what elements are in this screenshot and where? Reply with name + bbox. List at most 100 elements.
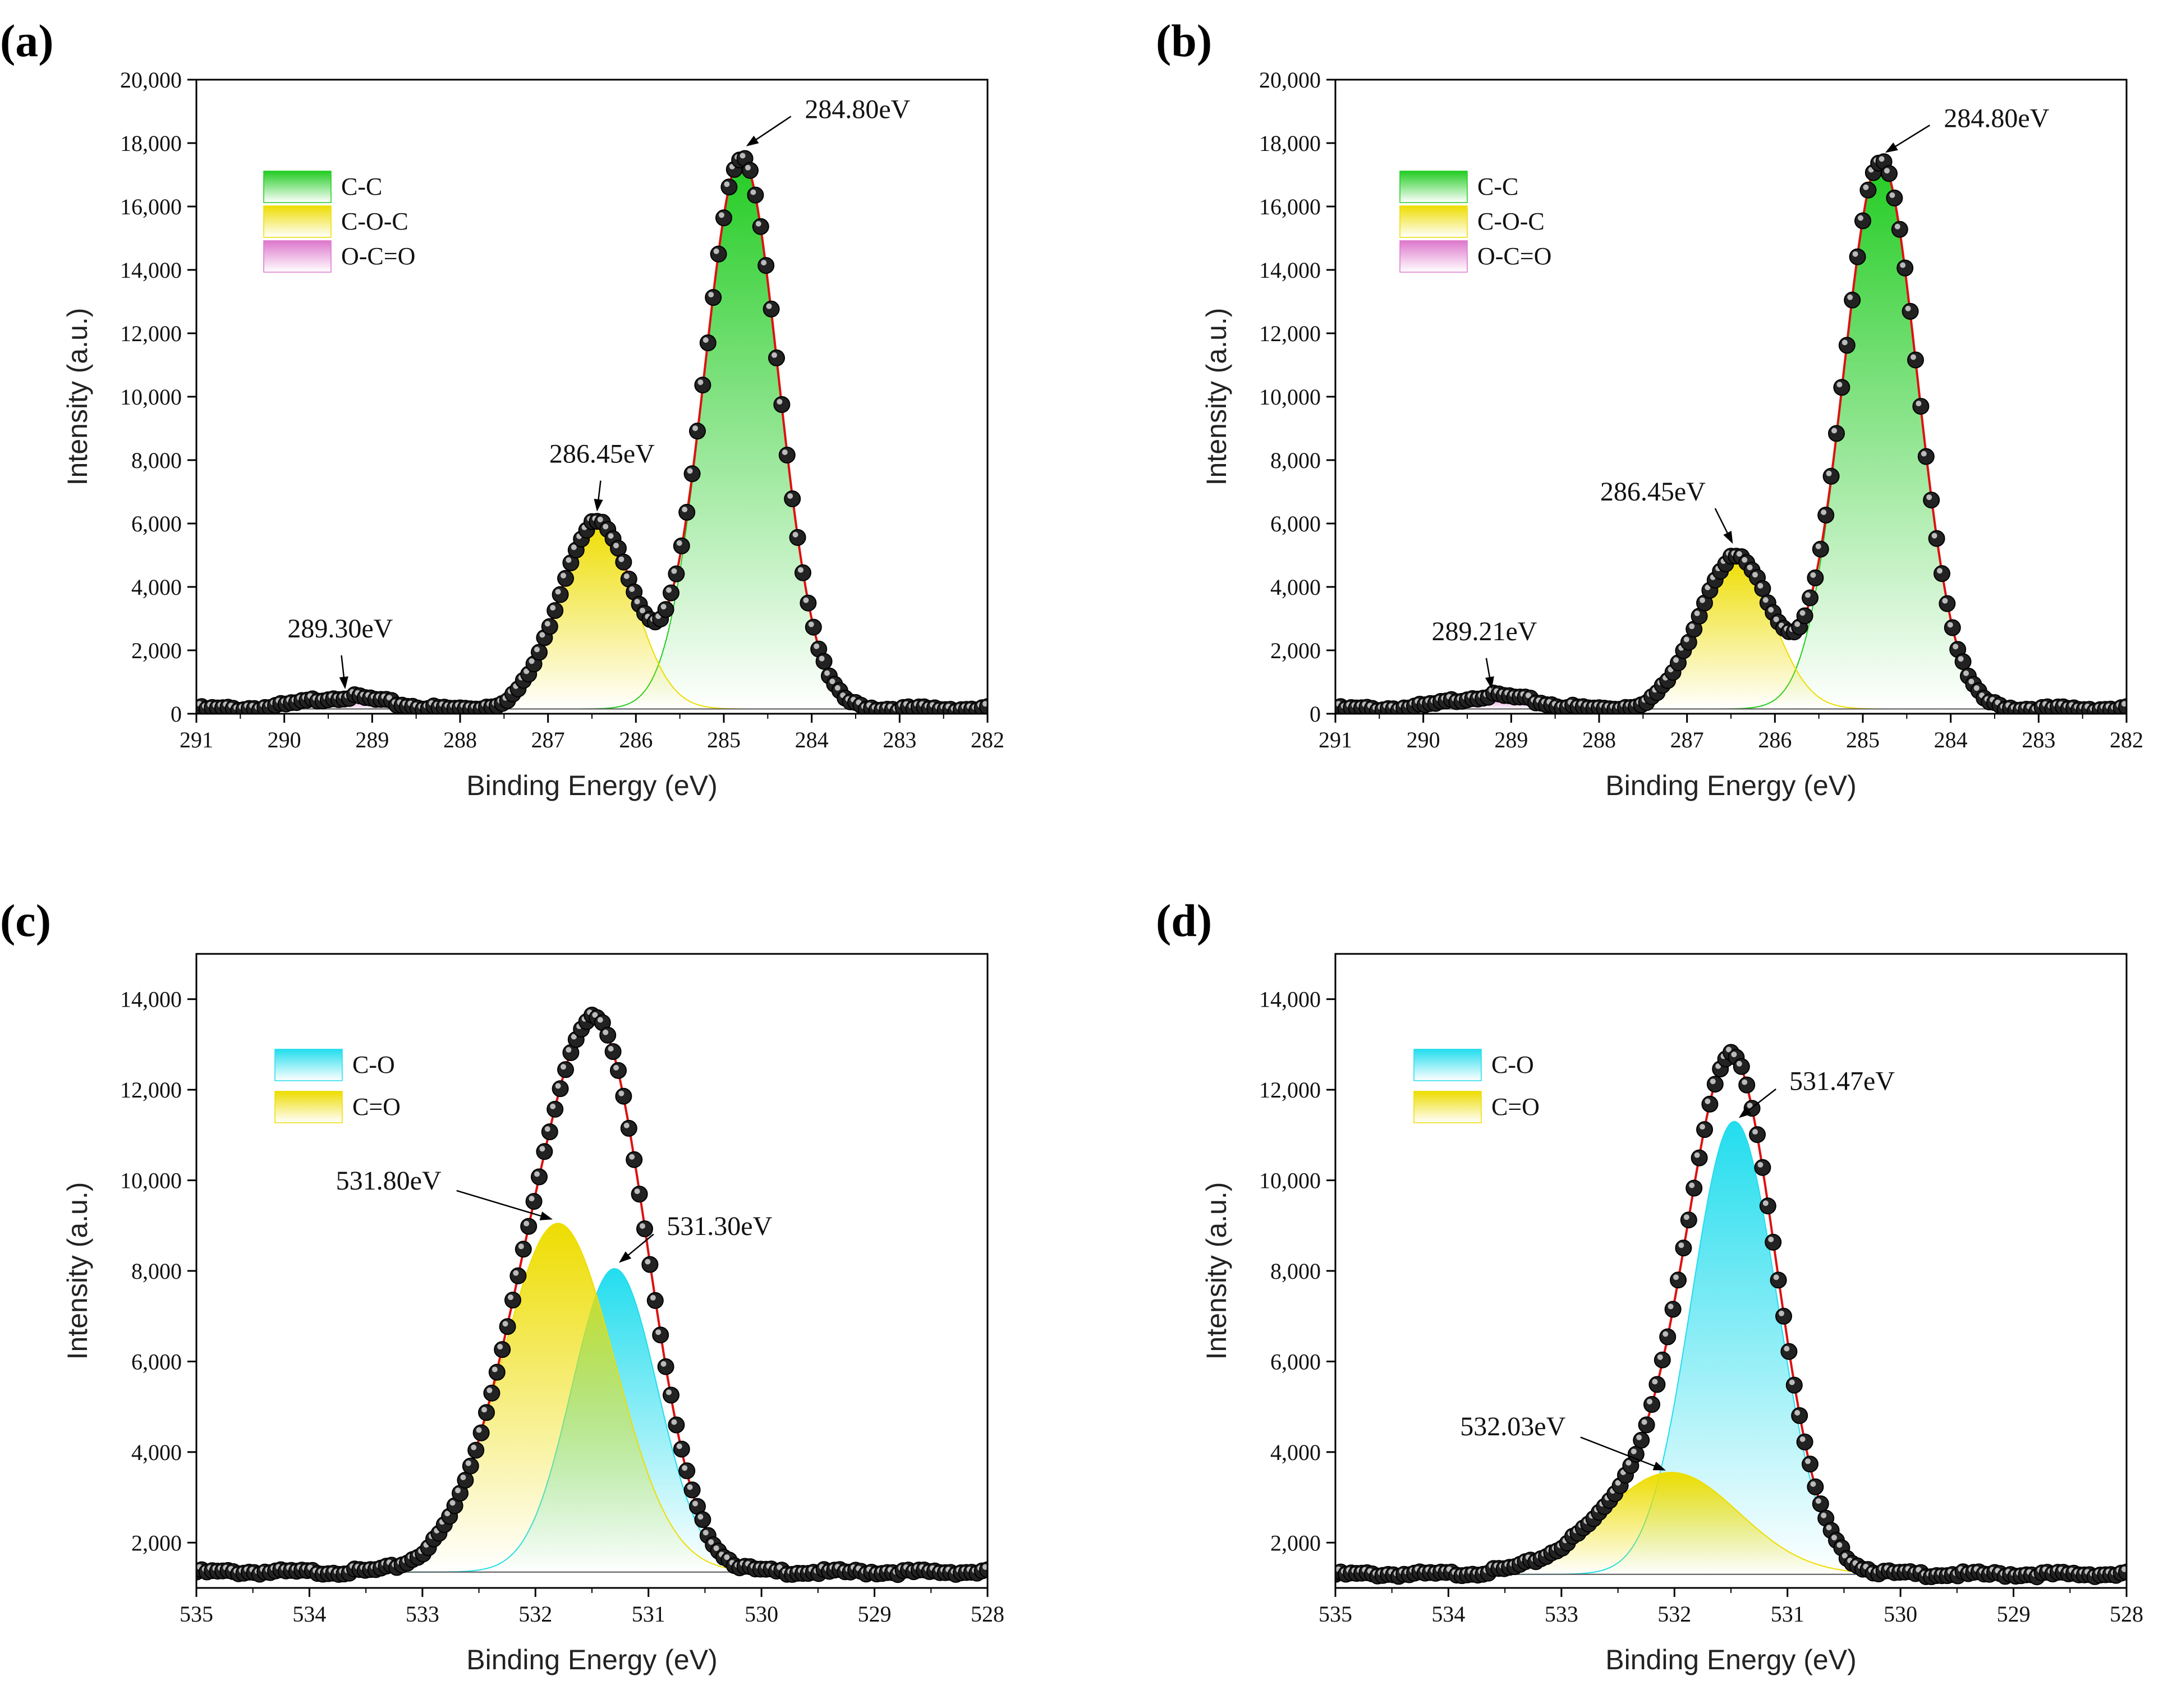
data-point: [610, 1062, 627, 1079]
data-point: [1812, 540, 1829, 558]
data-point: [1944, 619, 1961, 636]
annotation-arrow-head: [1885, 142, 1898, 153]
y-tick-label: 4,000: [1270, 575, 1321, 600]
legend-swatch-C=O: [1413, 1091, 1482, 1123]
annotation-arrow-head: [339, 676, 348, 690]
data-point: [1802, 1456, 1818, 1473]
data-point-highlight: [1799, 610, 1806, 616]
x-tick-label: 287: [1670, 727, 1704, 752]
data-point-highlight: [513, 1270, 519, 1276]
y-tick-label: 8,000: [131, 448, 182, 473]
y-tick-label: 0: [171, 701, 182, 727]
y-tick-label: 10,000: [120, 1168, 182, 1193]
legend-swatch-C=O: [274, 1091, 343, 1123]
data-point-highlight: [1916, 401, 1922, 407]
annotation-arrow-head: [619, 1251, 632, 1263]
data-point-highlight: [692, 1500, 698, 1507]
data-point-highlight: [629, 1154, 635, 1160]
data-point-highlight: [1731, 1052, 1737, 1058]
data-point: [673, 1440, 690, 1458]
data-point: [483, 1384, 500, 1402]
x-axis-title: Binding Energy (eV): [466, 1644, 717, 1675]
data-point-highlight: [571, 544, 577, 550]
data-point-highlight: [1900, 262, 1906, 268]
data-point: [1881, 165, 1898, 182]
data-point-highlight: [534, 1171, 540, 1177]
data-point: [520, 1218, 538, 1235]
data-point-highlight: [1926, 494, 1932, 501]
data-point-highlight: [1752, 1129, 1758, 1135]
data-point-highlight: [534, 646, 540, 653]
data-point: [699, 334, 717, 351]
data-point-highlight: [1757, 1161, 1764, 1168]
data-point-highlight: [550, 1103, 556, 1109]
data-point-highlight: [1752, 572, 1758, 578]
data-point-highlight: [471, 1444, 477, 1450]
x-tick-label: 534: [1431, 1601, 1465, 1627]
data-point: [1754, 1159, 1771, 1176]
data-point: [467, 1441, 485, 1459]
data-point-highlight: [834, 685, 841, 691]
data-point-highlight: [539, 1146, 545, 1152]
data-point-highlight: [592, 1012, 598, 1018]
data-point: [636, 1220, 653, 1237]
data-point-highlight: [1779, 1310, 1784, 1316]
data-point-highlight: [502, 1321, 508, 1327]
data-point-highlight: [618, 556, 624, 562]
data-point-highlight: [523, 1220, 530, 1227]
data-point-highlight: [708, 1539, 714, 1545]
data-point-highlight: [702, 337, 709, 343]
data-point-highlight: [655, 1329, 662, 1335]
data-point: [784, 490, 801, 507]
data-point-highlight: [1710, 1078, 1716, 1085]
data-point-highlight: [1958, 656, 1964, 662]
data-point: [795, 564, 811, 581]
data-point: [604, 1043, 622, 1060]
data-point-highlight: [2121, 1566, 2127, 1572]
data-point: [1822, 467, 1840, 485]
data-point-highlight: [1700, 597, 1705, 603]
peak-fill-C-C: [1335, 160, 2127, 709]
x-axis-title: Binding Energy (eV): [466, 770, 717, 801]
y-tick-label: 16,000: [120, 194, 182, 219]
data-point: [652, 1326, 669, 1344]
data-point: [1838, 337, 1856, 354]
x-tick-label: 288: [443, 727, 477, 752]
x-tick-label: 532: [518, 1601, 552, 1627]
data-point-highlight: [1942, 598, 1948, 604]
data-point: [541, 618, 558, 635]
data-point: [472, 1424, 490, 1441]
data-point: [1939, 595, 1956, 612]
data-point: [1849, 248, 1866, 265]
data-point-highlight: [386, 695, 392, 701]
data-point-highlight: [687, 1484, 693, 1490]
data-point: [720, 178, 738, 196]
data-point: [1802, 589, 1818, 607]
data-point-highlight: [460, 1475, 466, 1480]
data-point-highlight: [1705, 1098, 1711, 1104]
data-point-highlight: [1652, 1379, 1658, 1385]
data-point-highlight: [1805, 1458, 1811, 1464]
data-point: [805, 618, 822, 636]
data-point: [1754, 580, 1771, 597]
y-tick-label: 6,000: [131, 511, 182, 536]
data-point-highlight: [555, 589, 561, 595]
data-point-highlight: [613, 543, 619, 549]
data-point-highlight: [1668, 1303, 1674, 1310]
legend-swatch-C-O-C: [1399, 205, 1468, 238]
data-point: [1807, 569, 1824, 586]
data-point: [541, 1123, 558, 1141]
panel-label: (a): [0, 15, 54, 66]
data-point: [757, 257, 775, 274]
y-tick-label: 20,000: [120, 67, 182, 93]
data-point-highlight: [529, 658, 535, 664]
peak-fill-C-O-C: [196, 522, 988, 709]
y-tick-label: 2,000: [131, 1530, 182, 1555]
annotation-label: 286.45eV: [549, 439, 655, 469]
data-point: [768, 349, 785, 366]
annotation-label: 532.03eV: [1460, 1412, 1565, 1441]
data-point-highlight: [1852, 251, 1858, 257]
y-tick-label: 10,000: [120, 384, 182, 410]
y-axis-title: Intensity (a.u.): [1201, 308, 1232, 486]
annotation-arrow-head: [1485, 676, 1494, 690]
